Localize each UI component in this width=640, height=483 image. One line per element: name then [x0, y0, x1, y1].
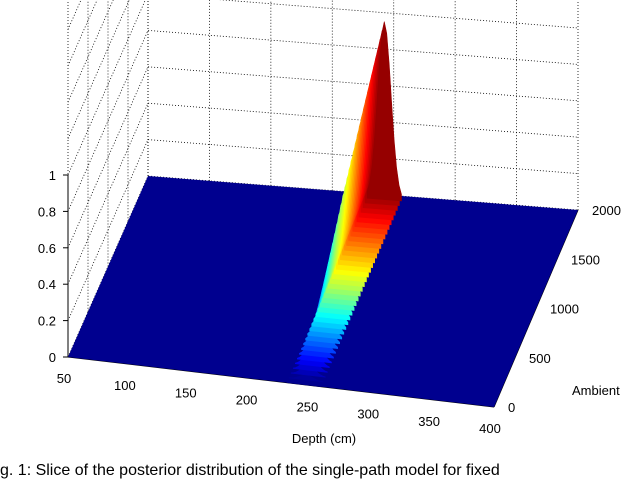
z-tick-label: 0	[49, 350, 56, 365]
y-tick-label: 1000	[550, 302, 579, 317]
y-tick-label: 0	[508, 400, 515, 415]
ridge-slice	[366, 21, 402, 202]
x-tick-label: 150	[175, 385, 197, 400]
tick-labels: 50 100 150 200 250 300 350 400 0 500 1000 1500 2000 0…	[38, 168, 621, 436]
x-tick-label: 200	[236, 392, 258, 407]
x-tick-label: 350	[418, 414, 440, 429]
x-tick-label: 250	[297, 400, 319, 415]
z-tick-label: 0.4	[38, 277, 56, 292]
ridge-slice	[287, 382, 322, 388]
peak-ridge	[287, 21, 402, 388]
y-tick-label: 2000	[592, 203, 621, 218]
x-axis-label: Depth (cm)	[292, 431, 356, 446]
grid-lines	[67, 0, 579, 358]
z-grid-line	[67, 0, 130, 139]
z-tick-label: 0.2	[38, 314, 56, 329]
x-tick-label: 100	[114, 378, 136, 393]
x-tick-label: 50	[57, 371, 71, 386]
z-grid-line	[67, 0, 579, 176]
figure-caption: g. 1: Slice of the posterior distributio…	[0, 462, 500, 479]
y-axis-label: Ambient	[572, 383, 620, 398]
y-tick-label: 500	[529, 351, 551, 366]
x-tick-label: 300	[357, 407, 379, 422]
z-tick-label: 1	[49, 168, 56, 183]
z-grid-line	[67, 0, 114, 103]
z-grid-line	[67, 0, 82, 30]
x-tick-label: 400	[479, 421, 501, 436]
z-grid-line	[67, 0, 98, 66]
y-tick-label: 1500	[571, 252, 600, 267]
z-tick-label: 0.6	[38, 241, 56, 256]
z-tick-label: 0.8	[38, 204, 56, 219]
